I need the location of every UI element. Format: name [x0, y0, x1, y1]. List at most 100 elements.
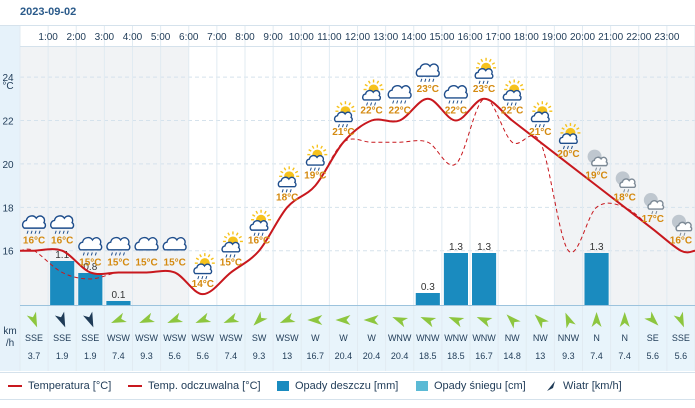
wind-speed: 18.5	[447, 351, 465, 361]
wind-arrow-icon	[279, 312, 296, 324]
sun-cloud-rain-icon	[502, 79, 525, 106]
rain-drops	[679, 232, 686, 236]
temp-label: 21°C	[332, 127, 354, 138]
rain-drops	[337, 124, 348, 128]
wind-arrow-icon	[54, 311, 66, 328]
wind-speed: 7.4	[112, 351, 125, 361]
hour-label: 2:00	[67, 32, 87, 43]
wind-speed: 7.4	[618, 351, 631, 361]
wind-arrow-icon	[83, 311, 94, 328]
forecast-date: 2023-09-02	[20, 6, 77, 18]
sun-ray	[280, 170, 284, 174]
wind-arrow-shape	[476, 316, 493, 328]
legend-snow: Opady śniegu [cm]	[416, 380, 526, 392]
feels-like-line	[19, 98, 695, 295]
wind-arrow-icon	[547, 381, 555, 391]
wind-direction: SSE	[25, 333, 43, 343]
legend-wind: Wiatr [km/h]	[545, 380, 622, 392]
cloud-shape	[415, 63, 440, 77]
hour-label: 18:00	[514, 32, 539, 43]
cloud-shape	[333, 111, 353, 123]
sun-ray	[508, 80, 512, 84]
wind-arrow-icon	[307, 315, 323, 325]
temp-label: 15°C	[107, 257, 129, 268]
wind-row: km/h SSE3.7SSE1.9SSE1.9WSW7.4WSW9.3WSW5.6…	[3, 311, 690, 361]
wind-direction: SE	[647, 333, 659, 343]
temperature-line	[20, 97, 695, 296]
wind-speed: 5.6	[197, 351, 210, 361]
sun-ray	[195, 257, 200, 261]
sun-ray	[533, 105, 537, 109]
hour-label: 21:00	[598, 32, 623, 43]
wind-arrow-icon	[139, 312, 155, 324]
sun-ray	[548, 105, 552, 109]
sun-ray	[283, 167, 287, 171]
hour-label: 14:00	[401, 32, 426, 43]
sun-ray	[294, 170, 299, 174]
grid-layer	[0, 25, 695, 371]
rain-drops	[253, 232, 264, 236]
hour-label: 13:00	[373, 32, 398, 43]
rain-bar	[472, 253, 497, 305]
hour-label: 22:00	[626, 32, 651, 43]
temp-label: 18°C	[276, 192, 298, 203]
wind-arrow-shape	[111, 312, 127, 324]
rain-drops	[197, 275, 208, 280]
sun-cloud-rain-icon	[193, 253, 215, 280]
legend-temperature-label: Temperatura [°C]	[28, 380, 112, 392]
wind-arrow-shape	[448, 316, 465, 328]
y-tick-label: 20	[2, 160, 14, 171]
rain-cloud-icon	[106, 236, 131, 256]
wind-unit-label: km	[3, 326, 16, 337]
rain-bar	[584, 253, 609, 305]
hour-label: 15:00	[429, 32, 454, 43]
hour-label: 7:00	[207, 32, 227, 43]
wind-arrow-icon	[506, 314, 521, 329]
hour-label: 20:00	[570, 32, 595, 43]
sun-ray	[564, 123, 568, 128]
legend-snow-swatch	[416, 381, 428, 391]
temp-label: 22°C	[445, 106, 467, 117]
hour-label: 11:00	[317, 32, 342, 43]
hour-label: 17:00	[486, 32, 511, 43]
y-axis: °C 16 18 20 22 24	[2, 73, 14, 258]
wind-arrow-icon	[644, 311, 659, 326]
temp-label: 18°C	[614, 192, 636, 203]
sun-ray	[336, 105, 340, 109]
sun-ray	[255, 210, 259, 215]
sun-ray	[488, 58, 492, 63]
cloud-shape	[647, 200, 665, 210]
rain-cloud-icon	[78, 236, 103, 256]
sun-cloud-rain-icon	[474, 57, 497, 84]
sun-ray	[292, 167, 295, 171]
sun-cloud-rain-icon	[249, 209, 272, 236]
sun-ray	[238, 235, 242, 239]
legend-rain: Opady deszczu [mm]	[277, 380, 398, 392]
wind-direction: W	[339, 333, 348, 343]
legend-rain-swatch	[277, 381, 289, 391]
sun-ray	[348, 102, 352, 106]
sun-ray	[235, 232, 239, 236]
y-unit-label: °C	[2, 81, 13, 92]
temp-label: 19°C	[585, 171, 607, 182]
sun-cloud-rain-icon	[558, 122, 581, 150]
temp-label: 22°C	[360, 106, 382, 117]
wind-direction: WNW	[472, 333, 496, 343]
hour-header-bg	[0, 26, 695, 46]
wind-arrow-icon	[673, 311, 684, 328]
sun-ray	[339, 102, 343, 106]
temperature-labels: 16°C 16°C 15°C 15°C 15°C 15°C 14°C 15°C 16°C 18°C…	[23, 84, 692, 290]
rain-bar	[443, 253, 468, 305]
rain-drops	[281, 189, 292, 193]
cloud-shape	[387, 84, 412, 99]
wind-direction: NNW	[558, 333, 580, 343]
wind-arrow-shape	[167, 312, 184, 324]
wind-arrow-shape	[534, 314, 549, 329]
wind-arrow-icon	[591, 312, 602, 327]
sun-ray	[480, 58, 484, 63]
wind-direction: SSE	[672, 333, 690, 343]
wind-arrow-shape	[673, 311, 684, 328]
rain-value-label: 0.3	[421, 282, 435, 293]
wind-speed: 16.7	[307, 351, 325, 361]
sun-ray	[311, 145, 315, 149]
